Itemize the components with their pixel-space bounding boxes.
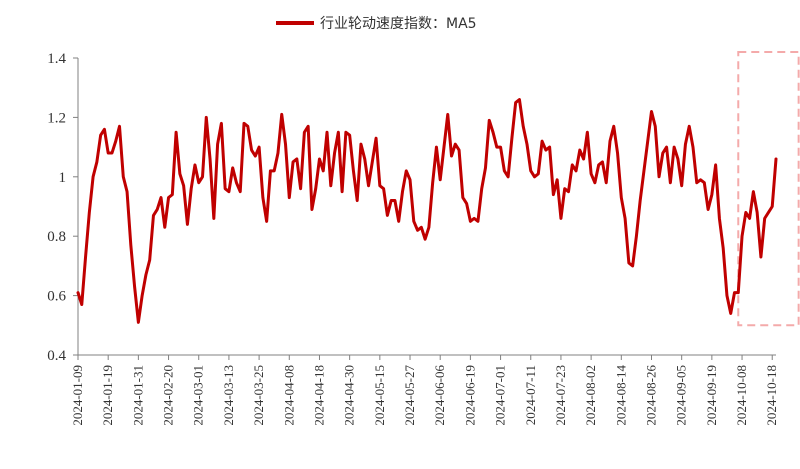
x-tick-label: 2024-10-18 (764, 365, 779, 426)
y-tick-label: 1.4 (47, 51, 66, 67)
x-tick-label: 2024-06-06 (432, 365, 447, 426)
x-tick-label: 2024-03-13 (221, 365, 236, 426)
x-tick-label: 2024-09-19 (704, 365, 719, 426)
series-line (76, 98, 778, 324)
x-tick-label: 2024-05-27 (402, 365, 417, 426)
x-tick-label: 2024-07-23 (553, 365, 568, 426)
x-tick-label: 2024-10-08 (734, 365, 749, 426)
y-axis: 0.4 0.6 0.8 1 1.2 1.4 (47, 51, 79, 364)
y-tick-label: 0.4 (47, 348, 66, 364)
highlight-layer (737, 51, 800, 327)
x-tick-label: 2024-07-01 (493, 365, 508, 426)
x-tick-label: 2024-06-19 (462, 365, 477, 426)
x-axis: 2024-01-09 2024-01-19 2024-01-31 2024-02-20… (70, 354, 779, 426)
y-tick-label: 0.8 (47, 229, 66, 245)
x-tick-label: 2024-08-26 (643, 365, 658, 426)
series-layer (76, 98, 778, 324)
x-tick-label: 2024-03-25 (251, 365, 266, 426)
x-tick-label: 2024-01-31 (130, 365, 145, 426)
x-tick-label: 2024-01-09 (70, 365, 85, 426)
legend: 行业轮动速度指数：MA5 (276, 16, 477, 32)
legend-label: 行业轮动速度指数：MA5 (320, 16, 477, 32)
x-tick-label: 2024-08-02 (583, 365, 598, 426)
x-tick-label: 2024-04-18 (311, 365, 326, 426)
x-tick-label: 2024-01-19 (100, 365, 115, 426)
x-tick-label: 2024-02-20 (161, 365, 176, 426)
y-tick-label: 1.2 (47, 110, 66, 126)
y-tick-label: 0.6 (47, 289, 66, 305)
x-tick-label: 2024-03-01 (191, 365, 206, 426)
x-tick-label: 2024-04-30 (342, 365, 357, 426)
y-tick-label: 1 (59, 170, 67, 186)
x-tick-label: 2024-05-15 (372, 365, 387, 426)
x-tick-label: 2024-07-11 (523, 365, 538, 425)
x-tick-label: 2024-04-08 (281, 365, 296, 426)
x-tick-label: 2024-08-14 (613, 365, 628, 426)
highlight-box (737, 51, 800, 327)
x-tick-label: 2024-09-05 (674, 365, 689, 426)
